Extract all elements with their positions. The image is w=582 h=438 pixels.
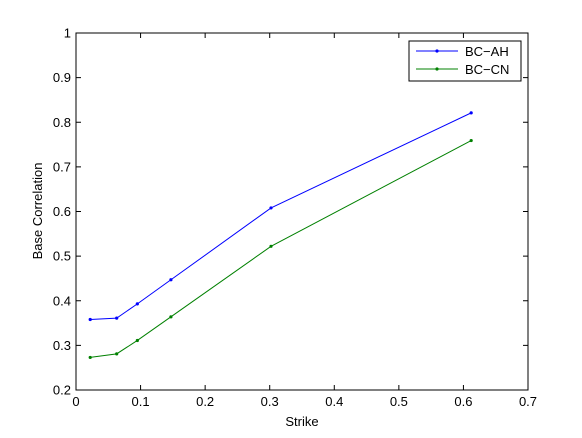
series-line-bc-cn bbox=[90, 140, 472, 358]
legend-marker-bc-ah bbox=[435, 49, 439, 53]
data-point-bc-cn bbox=[135, 338, 139, 343]
data-point-bc-cn bbox=[115, 352, 119, 356]
legend-box bbox=[408, 40, 522, 82]
x-tick-label: 0.2 bbox=[196, 394, 214, 409]
series-layer bbox=[88, 111, 473, 360]
legend-marker-bc-cn bbox=[435, 67, 439, 71]
legend: BC−AH BC−CN bbox=[408, 40, 522, 82]
y-tick-label: 0.2 bbox=[53, 383, 71, 398]
y-tick-label: 1 bbox=[64, 26, 71, 41]
data-point-bc-ah bbox=[469, 111, 473, 115]
y-tick-label: 0.3 bbox=[53, 338, 71, 353]
y-tick-label: 0.9 bbox=[53, 70, 71, 85]
y-tick-label: 0.5 bbox=[53, 249, 71, 264]
y-tick-label: 0.7 bbox=[53, 159, 71, 174]
data-point-bc-ah bbox=[169, 278, 173, 282]
x-tick-label: 0.1 bbox=[132, 394, 150, 409]
data-point-bc-cn bbox=[469, 138, 473, 143]
y-tick-label: 0.8 bbox=[53, 115, 71, 130]
legend-label-bc-ah: BC−AH bbox=[465, 44, 509, 59]
x-tick-label: 0.4 bbox=[325, 394, 343, 409]
series-line-bc-ah bbox=[90, 112, 472, 320]
data-point-bc-ah bbox=[115, 316, 119, 320]
legend-label-bc-cn: BC−CN bbox=[465, 62, 509, 77]
y-tick-label: 0.4 bbox=[53, 293, 71, 308]
x-tick-label: 0.5 bbox=[390, 394, 408, 409]
x-tick-label: 0.7 bbox=[519, 394, 537, 409]
x-axis-label: Strike bbox=[285, 414, 318, 429]
data-point-bc-cn bbox=[169, 315, 173, 319]
axis-ticks: 0 0.1 0.2 0.3 0.4 0.5 0.6 0.7 0.2 0.3 0.4 0.5 0.6 0.7… bbox=[53, 26, 537, 410]
y-tick-label: 0.6 bbox=[53, 204, 71, 219]
y-axis-label: Base Correlation bbox=[30, 163, 45, 260]
data-point-bc-ah bbox=[88, 317, 92, 322]
x-tick-label: 0.6 bbox=[454, 394, 472, 409]
data-point-bc-cn bbox=[269, 244, 273, 248]
data-point-bc-cn bbox=[88, 355, 92, 360]
x-tick-label: 0.3 bbox=[261, 394, 279, 409]
x-tick-label: 0 bbox=[72, 394, 79, 409]
data-point-bc-ah bbox=[269, 206, 273, 210]
data-point-bc-ah bbox=[135, 302, 139, 306]
